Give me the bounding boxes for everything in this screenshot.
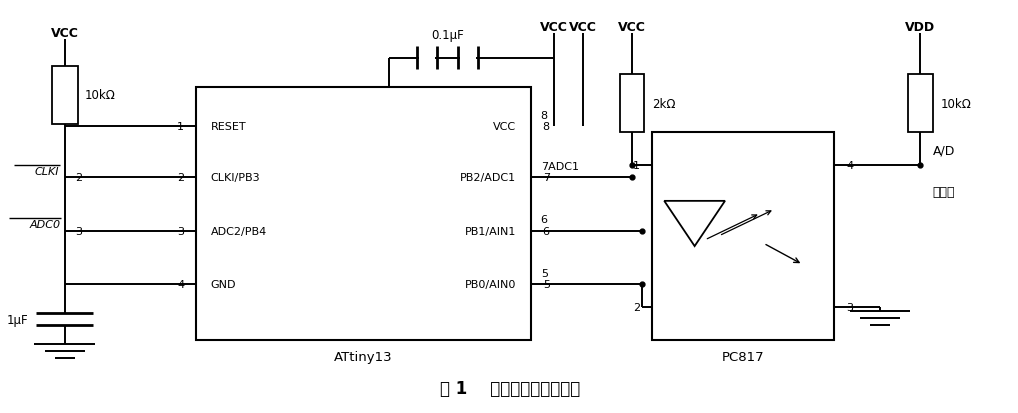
Bar bbox=[196, 88, 530, 340]
Text: 3: 3 bbox=[177, 226, 184, 236]
Text: CLKI: CLKI bbox=[35, 166, 59, 176]
Text: PB2/ADC1: PB2/ADC1 bbox=[460, 173, 516, 183]
Text: 7ADC1: 7ADC1 bbox=[541, 161, 578, 171]
Text: 2: 2 bbox=[75, 173, 82, 183]
Text: 4: 4 bbox=[847, 161, 854, 171]
Text: PC817: PC817 bbox=[722, 350, 765, 363]
Text: 图 1    模拟量隔离采集电路: 图 1 模拟量隔离采集电路 bbox=[440, 379, 580, 397]
Bar bbox=[620, 75, 644, 133]
Text: RESET: RESET bbox=[211, 121, 246, 131]
Text: 1: 1 bbox=[633, 161, 640, 171]
Text: ADC0: ADC0 bbox=[30, 220, 61, 230]
Text: 5: 5 bbox=[543, 280, 550, 290]
Bar bbox=[653, 133, 835, 340]
Text: 2: 2 bbox=[633, 302, 640, 312]
Text: 转换值: 转换值 bbox=[932, 186, 955, 199]
Text: PB0/AIN0: PB0/AIN0 bbox=[465, 280, 516, 290]
Text: 10kΩ: 10kΩ bbox=[941, 97, 971, 110]
Text: 4: 4 bbox=[177, 280, 184, 290]
Text: VCC: VCC bbox=[494, 121, 516, 131]
Text: PB1/AIN1: PB1/AIN1 bbox=[465, 226, 516, 236]
Text: 1: 1 bbox=[177, 121, 184, 131]
Text: VCC: VCC bbox=[51, 27, 78, 40]
Text: CLKI/PB3: CLKI/PB3 bbox=[211, 173, 261, 183]
Text: VCC: VCC bbox=[540, 21, 568, 34]
Text: 0.1μF: 0.1μF bbox=[432, 28, 464, 42]
Text: 5: 5 bbox=[541, 268, 548, 278]
Text: 7: 7 bbox=[543, 173, 550, 183]
Text: 8: 8 bbox=[543, 121, 550, 131]
Text: VCC: VCC bbox=[618, 21, 645, 34]
Text: 8: 8 bbox=[541, 111, 548, 121]
Text: ADC2/PB4: ADC2/PB4 bbox=[211, 226, 267, 236]
Text: 6: 6 bbox=[543, 226, 550, 236]
Text: 2: 2 bbox=[177, 173, 184, 183]
Text: 3: 3 bbox=[847, 302, 853, 312]
Text: 2kΩ: 2kΩ bbox=[653, 97, 676, 110]
Text: 10kΩ: 10kΩ bbox=[86, 89, 116, 102]
Text: ATtiny13: ATtiny13 bbox=[334, 350, 393, 363]
Text: VDD: VDD bbox=[905, 21, 936, 34]
Bar bbox=[908, 75, 932, 133]
Text: 1μF: 1μF bbox=[7, 313, 29, 326]
Text: 3: 3 bbox=[75, 226, 82, 236]
Text: A/D: A/D bbox=[932, 144, 955, 157]
Bar bbox=[52, 67, 78, 124]
Text: VCC: VCC bbox=[569, 21, 598, 34]
Text: 6: 6 bbox=[541, 215, 548, 225]
Text: GND: GND bbox=[211, 280, 236, 290]
